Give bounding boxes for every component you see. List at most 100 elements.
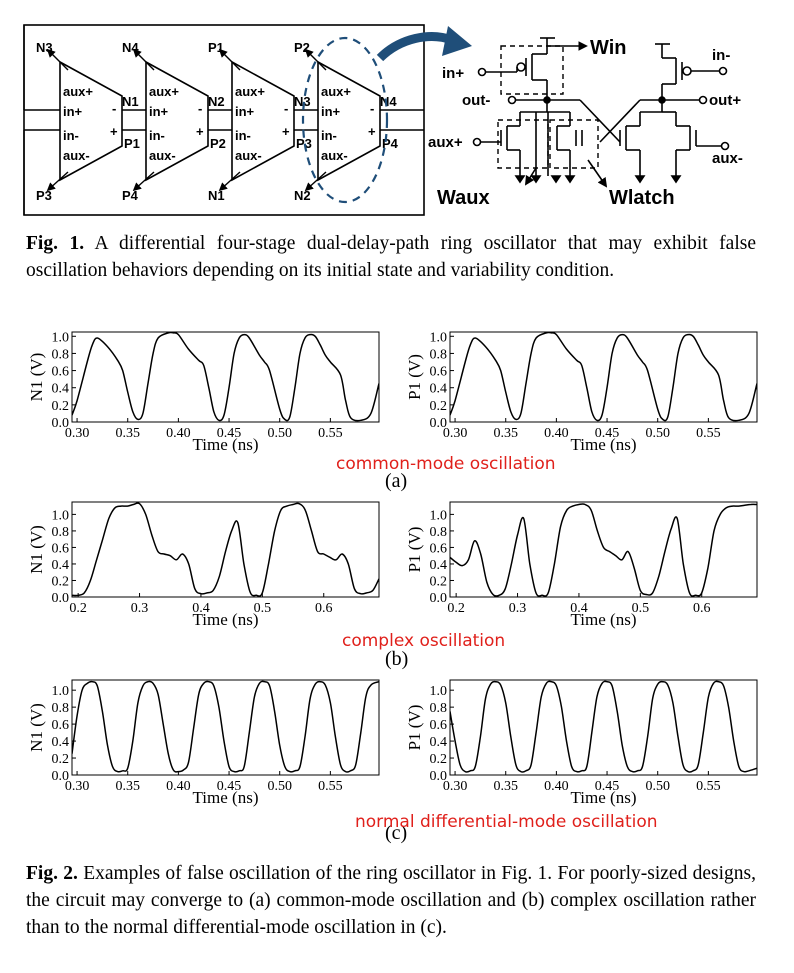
stage-pin-label: in- — [321, 128, 337, 143]
stage-pin-label: in+ — [63, 104, 83, 119]
figure2-caption-label: Fig. 2. — [26, 863, 78, 884]
x-tick-label: 0.50 — [267, 426, 292, 441]
bottom-node-label: P3 — [36, 188, 52, 203]
output-node-n: N3 — [294, 94, 311, 109]
y-tick-label: 0.2 — [52, 752, 70, 767]
y-tick-label: 1.0 — [52, 684, 70, 699]
figure1-caption: Fig. 1. A differential four-stage dual-d… — [26, 230, 756, 284]
y-tick-label: 0.6 — [430, 541, 448, 556]
x-tick-label: 0.50 — [645, 779, 670, 794]
x-tick-label: 0.6 — [315, 601, 333, 616]
output-node-n: N1 — [122, 94, 139, 109]
y-tick-label: 0.8 — [52, 701, 70, 716]
x-axis-label: Time (ns) — [571, 788, 637, 807]
top-node-label: P1 — [208, 40, 224, 55]
x-tick-label: 0.40 — [544, 426, 569, 441]
y-tick-label: 1.0 — [430, 684, 448, 699]
in-minus-label: in- — [712, 47, 730, 64]
x-tick-label: 0.45 — [217, 426, 242, 441]
y-tick-label: 0.2 — [430, 752, 448, 767]
waux-box-left — [497, 119, 549, 169]
stage-pin-label: in- — [63, 128, 79, 143]
aux-minus-label: aux- — [712, 150, 743, 167]
highlight-ellipse — [301, 36, 389, 204]
series-line-a-P1 — [450, 331, 757, 422]
x-tick-label: 0.35 — [115, 426, 140, 441]
stage-pin-label: aux- — [149, 148, 176, 163]
x-tick-label: 0.45 — [595, 779, 620, 794]
waux-box-right — [549, 119, 599, 169]
aux-wire-top — [46, 48, 69, 71]
x-tick-label: 0.2 — [69, 601, 87, 616]
y-tick-label: 0.4 — [52, 735, 70, 750]
subfig-tag-a: (a) — [385, 470, 408, 492]
y-axis-label: N1 (V) — [27, 525, 46, 574]
y-tick-label: 1.0 — [52, 330, 70, 345]
aux-wire-bottom — [218, 171, 241, 192]
y-axis-label: P1 (V) — [405, 527, 424, 573]
y-tick-label: 0.8 — [430, 701, 448, 716]
figure2-caption: Fig. 2. Examples of false oscillation of… — [26, 860, 756, 941]
aux-wire-top — [132, 48, 155, 71]
stage-pin-label: aux- — [321, 148, 348, 163]
stage-pin-label: aux- — [235, 148, 262, 163]
out-minus-label: out- — [462, 92, 490, 109]
y-axis-label: P1 (V) — [405, 354, 424, 400]
y-tick-label: 1.0 — [430, 508, 448, 523]
annotation-b: complex oscillation — [342, 631, 506, 651]
output-node-p: P3 — [296, 136, 312, 151]
series-line-c-N1 — [72, 680, 379, 773]
aux-wire-top — [218, 48, 241, 71]
zoom-arrow-head — [442, 26, 472, 56]
x-tick-label: 0.55 — [696, 779, 721, 794]
y-tick-label: 0.8 — [52, 347, 70, 362]
y-tick-label: 0.6 — [430, 365, 448, 380]
x-tick-label: 0.45 — [595, 426, 620, 441]
x-axis-label: Time (ns) — [571, 610, 637, 629]
amplifier-stage-2: aux+ in+ in-aux- - + N4 P4 N2 P2 — [122, 40, 232, 203]
x-tick-label: 0.5 — [254, 601, 272, 616]
y-tick-label: 0.4 — [52, 382, 70, 397]
stage-triangle — [317, 60, 381, 182]
x-tick-label: 0.30 — [65, 426, 90, 441]
x-tick-label: 0.6 — [693, 601, 711, 616]
y-tick-label: 0.6 — [52, 365, 70, 380]
series-line-b-N1 — [72, 502, 379, 597]
x-tick-label: 0.35 — [493, 426, 518, 441]
y-tick-label: 0.6 — [430, 718, 448, 733]
x-tick-label: 0.50 — [645, 426, 670, 441]
bottom-node-label: N2 — [294, 188, 311, 203]
top-node-label: N3 — [36, 40, 53, 55]
y-tick-label: 0.6 — [52, 718, 70, 733]
stage-pin-label: aux+ — [149, 84, 179, 99]
stage-schematic — [472, 37, 730, 188]
y-tick-label: 0.2 — [430, 574, 448, 589]
x-tick-label: 0.55 — [318, 779, 343, 794]
x-tick-label: 0.2 — [447, 601, 465, 616]
plot-a-p1: 0.0 0.2 0.4 0.6 0.8 1.0 0.30 0.35 0.40 0.45 0.50 0.… — [405, 330, 758, 454]
stage-sign-plus: + — [196, 124, 204, 139]
figure1-diagram: aux+ in+ in-aux- - + N3 P3 N1 P1 aux+ in+ in-aux- - +… — [23, 24, 743, 216]
zoom-arrow — [376, 32, 454, 62]
y-tick-label: 0.0 — [52, 769, 70, 784]
stage-sign-minus: - — [370, 101, 374, 116]
stage-pin-label: aux- — [63, 148, 90, 163]
in-plus-label: in+ — [442, 65, 464, 82]
top-node-label: N4 — [122, 40, 139, 55]
figure1-caption-label: Fig. 1. — [26, 233, 85, 254]
plot-c-p1: 0.0 0.2 0.4 0.6 0.8 1.0 0.30 0.35 0.40 0.45 0.50 0.… — [405, 679, 758, 807]
output-node-p: P2 — [210, 136, 226, 151]
plot-frame — [71, 331, 380, 423]
y-tick-label: 0.6 — [52, 541, 70, 556]
stage-sign-minus: - — [112, 101, 116, 116]
x-tick-label: 0.30 — [443, 779, 468, 794]
stage-sign-minus: - — [198, 101, 202, 116]
figure2-caption-text: Examples of false oscillation of the rin… — [26, 863, 756, 938]
y-tick-label: 0.2 — [52, 574, 70, 589]
stage-pin-label: aux+ — [321, 84, 351, 99]
x-tick-label: 0.40 — [166, 779, 191, 794]
aux-wire-bottom — [304, 171, 327, 192]
x-tick-label: 0.40 — [544, 779, 569, 794]
y-tick-label: 0.8 — [430, 347, 448, 362]
